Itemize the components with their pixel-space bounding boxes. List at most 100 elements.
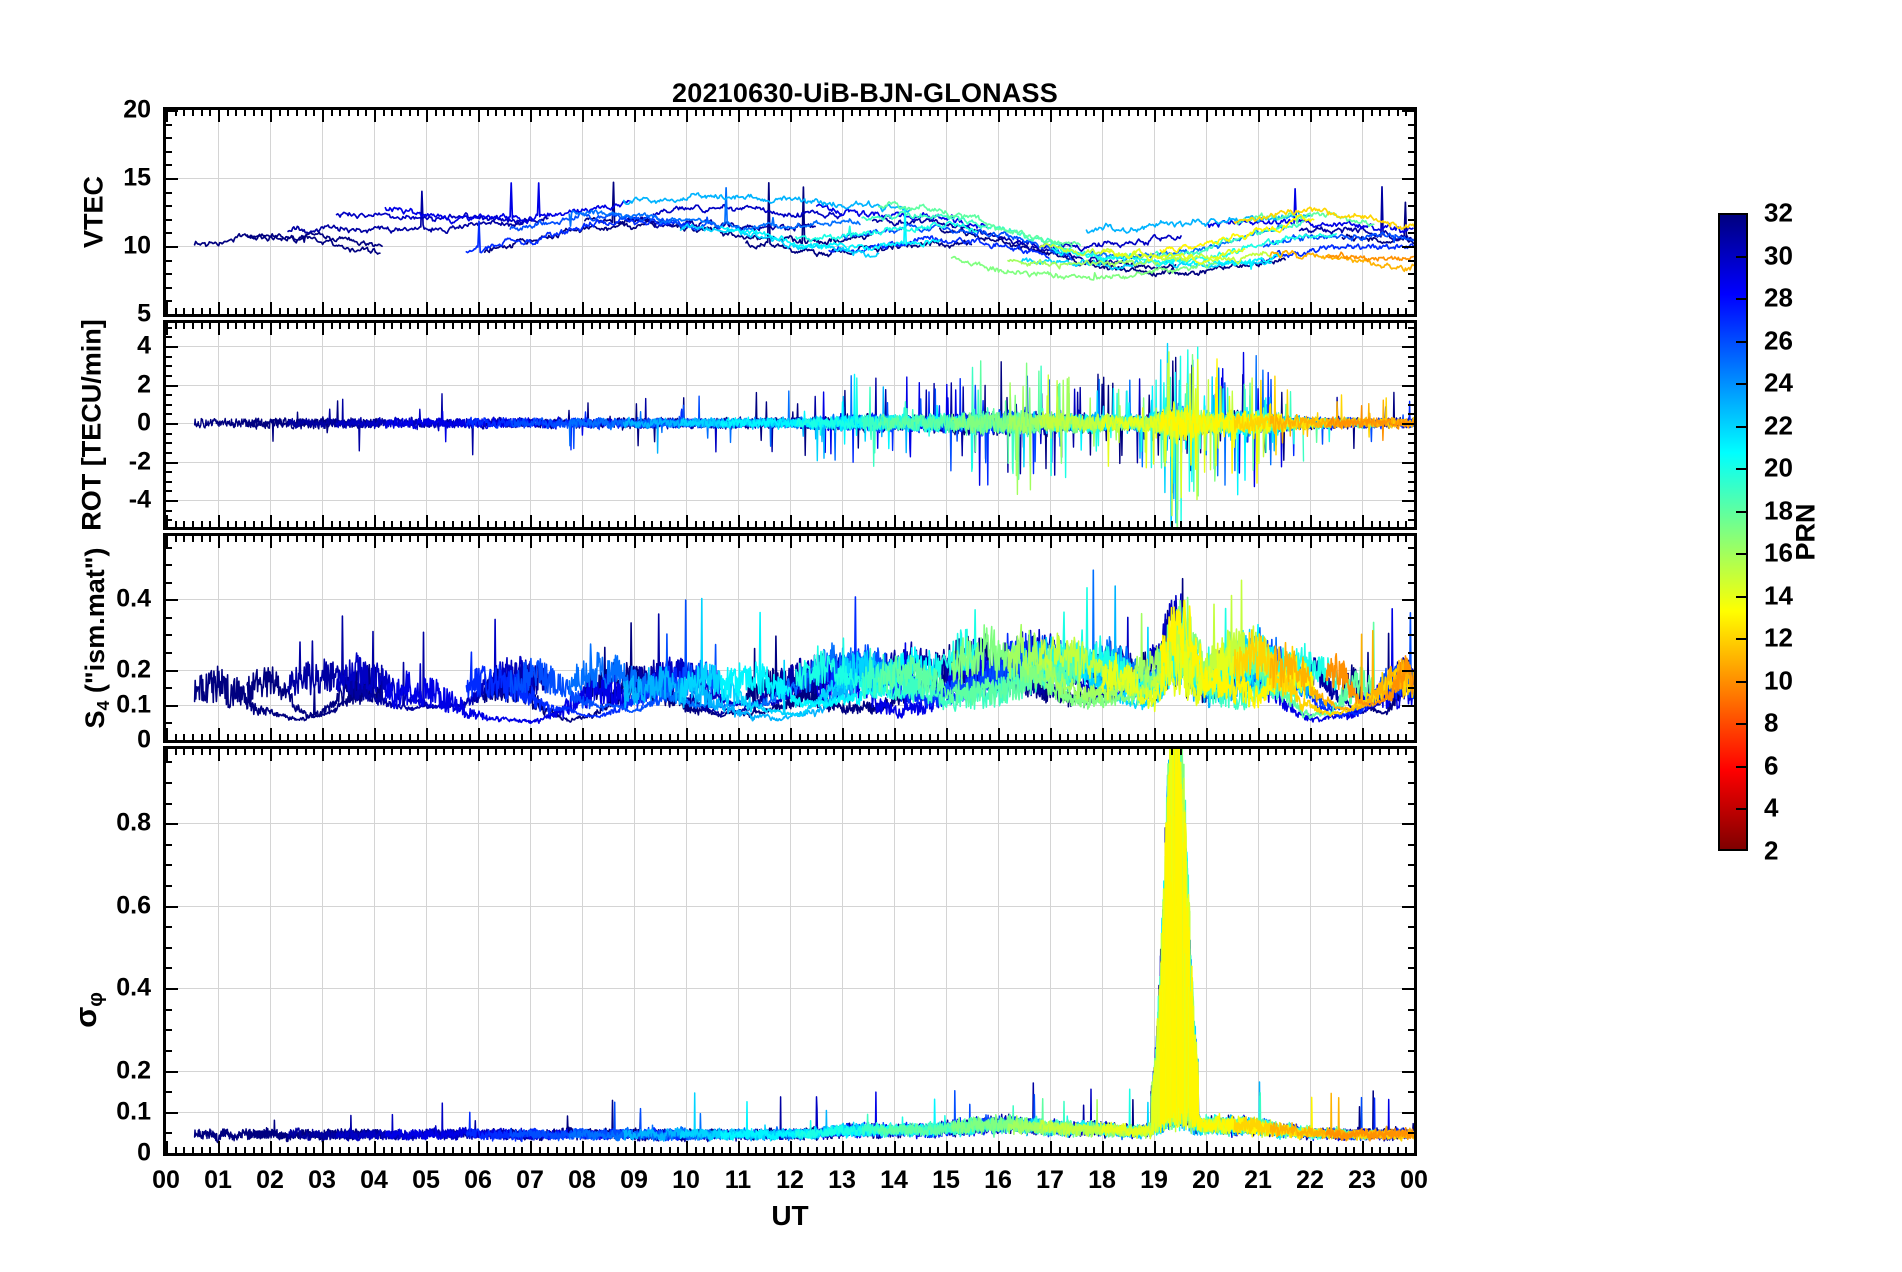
xtick-4: 04	[360, 1166, 388, 1194]
colorbar-tick-10: 10	[1764, 665, 1793, 696]
ytick-vtec-10: 10	[123, 231, 151, 260]
xtick-12: 12	[776, 1166, 804, 1194]
colorbar-tick-2: 2	[1764, 835, 1779, 866]
xtick-6: 06	[464, 1166, 492, 1194]
xtick-18: 18	[1088, 1166, 1116, 1194]
xtick-15: 15	[932, 1166, 960, 1194]
prn-trace	[465, 651, 694, 719]
xtick-9: 09	[620, 1166, 648, 1194]
prn-trace	[483, 218, 657, 254]
prn-trace	[719, 207, 941, 252]
xtick-14: 14	[880, 1166, 908, 1194]
prn-trace	[193, 232, 381, 255]
colorbar-tick-20: 20	[1764, 452, 1793, 483]
ytick-sigmaphi-0.8: 0.8	[116, 808, 151, 837]
colorbar-tick-8: 8	[1764, 707, 1779, 738]
prn-trace	[795, 220, 978, 243]
colorbar-tick-30: 30	[1764, 240, 1793, 271]
prn-trace	[1100, 248, 1246, 265]
colorbar-tick-6: 6	[1764, 750, 1779, 781]
colorbar-tickmark	[1736, 255, 1746, 258]
prn-trace	[1269, 629, 1414, 712]
prn-trace	[1325, 1126, 1414, 1142]
panel-vtec	[163, 107, 1417, 317]
colorbar-tickmark	[1736, 808, 1746, 811]
xtick-7: 07	[516, 1166, 544, 1194]
colorbar-tickmark	[1736, 340, 1746, 343]
prn-trace	[384, 670, 630, 725]
ytick-rot--4: -4	[128, 485, 151, 514]
xtick-1: 01	[204, 1166, 232, 1194]
prn-trace	[1325, 653, 1414, 707]
ytick-s4-0.4: 0.4	[116, 584, 151, 613]
xtick-24: 00	[1400, 1166, 1428, 1194]
colorbar	[1718, 213, 1748, 851]
prn-trace	[950, 255, 1217, 281]
ytick-sigmaphi-0.1: 0.1	[116, 1097, 151, 1126]
colorbar-tick-14: 14	[1764, 580, 1793, 611]
xtick-8: 08	[568, 1166, 596, 1194]
colorbar-tickmark	[1736, 425, 1746, 428]
ytick-vtec-20: 20	[123, 95, 151, 124]
panel-sigmaphi	[163, 746, 1417, 1156]
colorbar-tickmark	[1736, 510, 1746, 513]
ylabel-sigmaphi: σφ	[68, 992, 107, 1028]
prn-trace	[335, 408, 534, 432]
colorbar-tick-12: 12	[1764, 622, 1793, 653]
prn-trace	[1325, 251, 1414, 263]
prn-trace	[1007, 1010, 1161, 1139]
prn-trace	[939, 749, 1178, 1138]
colorbar-tick-4: 4	[1764, 792, 1779, 823]
colorbar-tickmark	[1736, 595, 1746, 598]
prn-trace	[1100, 749, 1246, 1140]
ytick-vtec-15: 15	[123, 163, 151, 192]
traces-s4	[193, 569, 1414, 725]
prn-trace	[1269, 249, 1414, 273]
ytick-sigmaphi-0: 0	[137, 1138, 151, 1167]
prn-trace	[246, 416, 383, 442]
prn-trace	[1236, 210, 1375, 228]
prn-trace	[745, 182, 973, 258]
xtick-19: 19	[1140, 1166, 1168, 1194]
prn-trace	[1100, 639, 1246, 713]
prn-trace	[1007, 258, 1160, 270]
xtick-17: 17	[1036, 1166, 1064, 1194]
xtick-5: 05	[412, 1166, 440, 1194]
colorbar-tickmark	[1736, 723, 1746, 726]
xtick-13: 13	[828, 1166, 856, 1194]
colorbar-gradient	[1718, 213, 1748, 851]
xtick-0: 00	[152, 1166, 180, 1194]
prn-trace	[939, 227, 1177, 271]
prn-trace	[652, 203, 842, 220]
xtick-2: 02	[256, 1166, 284, 1194]
ytick-sigmaphi-0.2: 0.2	[116, 1056, 151, 1085]
prn-trace	[193, 400, 381, 434]
ytick-rot--2: -2	[128, 447, 151, 476]
page-title: 20210630-UiB-BJN-GLONASS	[672, 78, 1058, 108]
prn-trace	[1260, 243, 1414, 265]
panel-s4	[163, 533, 1417, 743]
colorbar-tickmark	[1736, 680, 1746, 683]
prn-trace	[246, 663, 384, 719]
prn-trace	[1233, 206, 1414, 230]
xtick-11: 11	[724, 1166, 752, 1194]
colorbar-tickmark	[1736, 468, 1746, 471]
colorbar-tickmark	[1736, 553, 1746, 556]
prn-trace	[287, 190, 549, 235]
prn-trace	[246, 231, 383, 248]
ytick-s4-0: 0	[137, 725, 151, 754]
xtick-21: 21	[1244, 1166, 1272, 1194]
prn-trace	[877, 200, 1081, 246]
xtick-23: 23	[1348, 1166, 1376, 1194]
prn-trace	[679, 597, 880, 718]
ytick-rot-2: 2	[137, 370, 151, 399]
prn-trace	[861, 211, 1073, 252]
ytick-s4-0.2: 0.2	[116, 655, 151, 684]
prn-trace	[335, 211, 534, 225]
prn-trace	[815, 203, 990, 230]
prn-trace	[1021, 749, 1272, 1139]
colorbar-label: PRN	[1790, 503, 1821, 561]
colorbar-tick-22: 22	[1764, 410, 1793, 441]
ytick-sigmaphi-0.4: 0.4	[116, 973, 151, 1002]
colorbar-tick-16: 16	[1764, 537, 1793, 568]
